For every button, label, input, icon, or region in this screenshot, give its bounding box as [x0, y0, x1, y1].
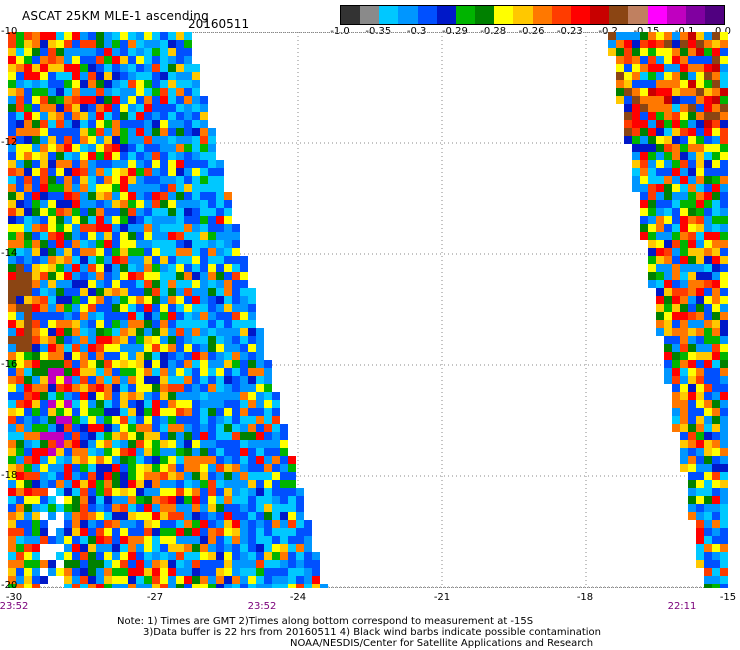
legend-swatch [685, 6, 705, 24]
x-tick-label: -24 [289, 592, 307, 603]
legend-swatch [628, 6, 648, 24]
legend-swatch [666, 6, 686, 24]
time-label: 23:52 [247, 601, 277, 612]
time-label: 23:52 [0, 601, 29, 612]
y-tick-label: -20 [1, 580, 18, 591]
legend-label: -0.29 [441, 26, 468, 37]
legend-swatch [704, 6, 725, 24]
legend-swatch [455, 6, 476, 24]
legend-swatch [513, 6, 533, 24]
legend-swatch [379, 6, 399, 24]
chart-title: ASCAT 25KM MLE-1 ascending [22, 9, 209, 23]
legend-swatch [647, 6, 667, 24]
time-label: 22:11 [667, 601, 697, 612]
y-tick-label: -12 [1, 137, 18, 148]
legend-swatch [532, 6, 552, 24]
y-tick-label: -16 [1, 359, 18, 370]
legend-label: -0.35 [365, 26, 392, 37]
y-tick-label: -10 [1, 26, 18, 37]
swath-map [8, 32, 728, 588]
legend-swatch [398, 6, 418, 24]
x-tick-label: -18 [576, 592, 594, 603]
legend-label: -0.28 [480, 26, 507, 37]
legend-swatch [475, 6, 495, 24]
y-tick-label: -18 [1, 470, 18, 481]
note-line-3: NOAA/NESDIS/Center for Satellite Applica… [290, 638, 594, 649]
color-legend [340, 5, 725, 25]
x-tick-label: -15 [719, 592, 737, 603]
x-tick-label: -30 [5, 592, 23, 603]
legend-label: -0.23 [556, 26, 583, 37]
legend-swatch [360, 6, 380, 24]
legend-label: -0.26 [518, 26, 545, 37]
legend-swatch [436, 6, 456, 24]
note-line-1: Note: 1) Times are GMT 2)Times along bot… [117, 616, 534, 627]
swath-cells [8, 32, 728, 588]
chart-date: 20160511 [188, 17, 250, 31]
legend-swatch [494, 6, 514, 24]
x-tick-label: -21 [433, 592, 451, 603]
legend-swatch [551, 6, 571, 24]
legend-swatch [341, 6, 361, 24]
y-tick-label: -14 [1, 248, 18, 259]
legend-swatch [417, 6, 437, 24]
x-tick-label: -27 [146, 592, 164, 603]
legend-label: -0.15 [633, 26, 660, 37]
note-line-2: 3)Data buffer is 22 hrs from 20160511 4)… [143, 627, 601, 638]
legend-swatch [609, 6, 629, 24]
legend-swatch [590, 6, 610, 24]
legend-swatch [570, 6, 591, 24]
legend-label: 0.0 [715, 26, 731, 37]
